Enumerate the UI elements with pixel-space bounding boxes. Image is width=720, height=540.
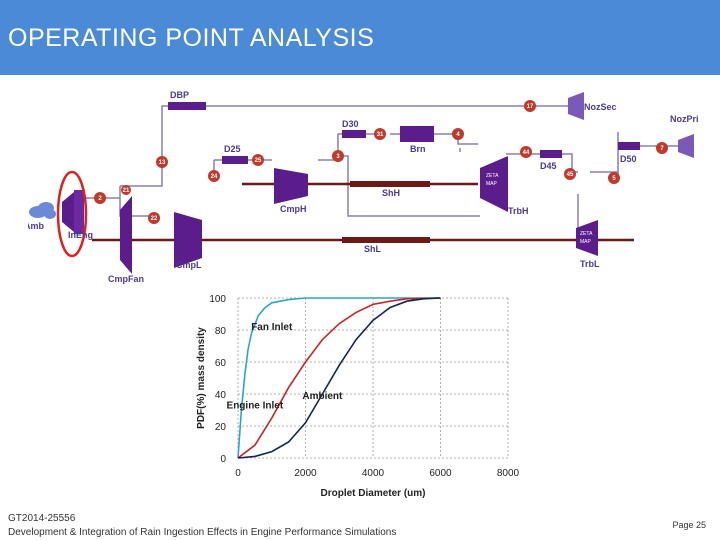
title-bar: [0, 0, 720, 75]
label-trbh: TrbH: [508, 206, 529, 216]
label-d45: D45: [540, 161, 557, 171]
station-21: 21: [121, 185, 131, 195]
highlight-circle: [56, 170, 88, 258]
series-line-2: [237, 297, 441, 459]
svg-text:22: 22: [151, 216, 158, 222]
station-4: 4: [452, 128, 464, 140]
turbine-low: ZETA MAP: [576, 220, 598, 256]
label-cmph: CmpH: [280, 204, 307, 214]
station-3: 3: [332, 150, 344, 162]
y-tick-label: 0: [220, 454, 226, 465]
duct-dbp: [168, 102, 206, 110]
slide-title: OPERATING POINT ANALYSIS: [8, 24, 375, 52]
duct-d25: [222, 156, 248, 164]
label-nozpri: NozPri: [670, 114, 699, 124]
label-shl: ShL: [364, 244, 382, 254]
x-tick-label: 0: [235, 468, 241, 479]
label-ineng: InEng: [68, 230, 93, 240]
svg-text:7: 7: [660, 146, 664, 152]
duct-d30: [342, 130, 366, 138]
x-tick-label: 2000: [294, 468, 317, 479]
station-13: 13: [156, 156, 168, 168]
station-31: 31: [374, 128, 386, 140]
y-tick-label: 100: [209, 294, 226, 305]
shaft-low: [342, 237, 430, 243]
annotation-1: Engine Inlet: [227, 400, 284, 411]
svg-text:ZETA: ZETA: [486, 173, 499, 179]
station-45: 45: [564, 168, 576, 180]
compressor-high: [274, 168, 308, 204]
y-tick-label: 80: [215, 326, 227, 337]
station-22: 22: [148, 212, 160, 224]
label-amb: Amb: [28, 221, 45, 231]
compressor-fan: [120, 196, 132, 274]
y-tick-label: 20: [215, 422, 227, 433]
station-5: 5: [608, 172, 620, 184]
nozzle-primary: [678, 134, 694, 158]
svg-text:25: 25: [255, 158, 262, 164]
annotation-0: Fan Inlet: [251, 322, 293, 333]
nozzle-secondary: [568, 92, 584, 120]
svg-text:2: 2: [98, 196, 102, 202]
x-tick-label: 6000: [429, 468, 452, 479]
footer-paper-title: Development & Integration of Rain Ingest…: [8, 527, 397, 538]
ambient-icon: [29, 202, 56, 219]
x-axis-title: Droplet Diameter (um): [320, 488, 425, 499]
station-2: 2: [94, 192, 106, 204]
svg-text:MAP: MAP: [580, 239, 592, 245]
inlet-engine-component: [62, 190, 84, 234]
svg-text:17: 17: [527, 104, 534, 110]
label-d50: D50: [620, 154, 637, 164]
station-25: 25: [252, 154, 264, 166]
annotation-2: Ambient: [302, 391, 343, 402]
series-line-0: [237, 297, 441, 459]
svg-text:31: 31: [377, 132, 384, 138]
label-nozsec: NozSec: [584, 102, 617, 112]
label-cmpl: CmpL: [176, 260, 202, 270]
label-d30: D30: [342, 119, 359, 129]
svg-text:21: 21: [123, 188, 130, 194]
station-17: 17: [524, 100, 536, 112]
station-24: 24: [208, 170, 220, 182]
footer: GT2014-25556 Development & Integration o…: [8, 512, 396, 540]
y-tick-label: 60: [215, 358, 227, 369]
engine-schematic: Amb InEng CmpFan CmpL CmpH ShH ShL DBP D…: [28, 90, 699, 284]
duct-d45: [540, 150, 562, 158]
y-axis-title: PDF(%) mass density: [196, 327, 207, 429]
x-tick-label: 8000: [497, 468, 520, 479]
x-tick-label: 4000: [362, 468, 385, 479]
turbine-high: ZETA MAP: [480, 156, 508, 212]
svg-text:44: 44: [523, 150, 530, 156]
label-brn: Brn: [410, 144, 426, 154]
burner: [400, 126, 434, 142]
svg-text:MAP: MAP: [486, 181, 498, 187]
page-number: Page 25: [672, 520, 706, 530]
svg-text:3: 3: [336, 154, 340, 160]
compressor-low: [174, 212, 202, 268]
label-shh: ShH: [382, 188, 400, 198]
svg-text:24: 24: [211, 174, 218, 180]
series-line-1: [237, 297, 441, 459]
svg-text:45: 45: [567, 172, 574, 178]
shaft-high: [350, 181, 430, 187]
svg-text:13: 13: [159, 160, 166, 166]
y-tick-label: 40: [215, 390, 227, 401]
station-7: 7: [656, 142, 668, 154]
footer-paper-id: GT2014-25556: [8, 513, 76, 524]
svg-text:4: 4: [456, 132, 460, 138]
droplet-distribution-chart: 0 2000 4000 6000 8000 0 20 40 60 80 100 Droplet Dia…: [196, 294, 520, 499]
svg-text:5: 5: [612, 176, 616, 182]
label-cmpfan: CmpFan: [108, 274, 144, 284]
label-dbp: DBP: [170, 90, 189, 100]
svg-text:ZETA: ZETA: [580, 231, 593, 237]
label-trbl: TrbL: [580, 259, 600, 269]
station-44: 44: [520, 146, 532, 158]
label-d25: D25: [224, 144, 241, 154]
duct-d50: [618, 142, 640, 150]
